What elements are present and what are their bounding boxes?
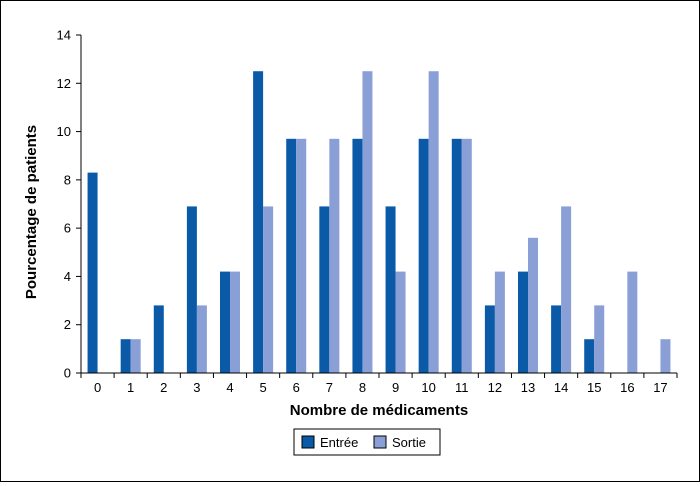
- x-tick-label: 7: [326, 380, 333, 395]
- bar-sortie-11: [461, 138, 472, 373]
- y-tick-label: 0: [64, 366, 71, 381]
- bar-sortie-12: [494, 271, 505, 373]
- x-tick-label: 12: [488, 380, 502, 395]
- y-tick-label: 2: [64, 317, 71, 332]
- x-tick-label: 11: [455, 380, 469, 395]
- bars: [87, 71, 671, 373]
- bar-entree-5: [253, 71, 264, 373]
- y-tick-label: 8: [64, 172, 71, 187]
- bar-entree-14: [551, 305, 562, 373]
- y-axis-ticks: 0 2 4 6 8 10 12 14: [57, 28, 81, 381]
- bar-entree-0: [87, 172, 98, 373]
- bar-sortie-5: [263, 206, 274, 373]
- x-tick-label: 9: [392, 380, 399, 395]
- bar-sortie-15: [594, 305, 605, 373]
- y-tick-label: 14: [57, 28, 71, 43]
- x-axis-title: Nombre de médicaments: [290, 402, 468, 419]
- x-tick-label: 0: [94, 380, 101, 395]
- y-tick-label: 4: [64, 269, 71, 284]
- x-tick-label: 3: [193, 380, 200, 395]
- bar-sortie-6: [296, 138, 307, 373]
- y-tick-label: 12: [57, 76, 71, 91]
- x-tick-label: 14: [554, 380, 568, 395]
- bar-sortie-10: [428, 71, 439, 373]
- x-axis-ticks: 0 1 2 3 4 5 6 7 8 9 10 11 12 13 14 15 16 17: [80, 373, 678, 395]
- legend-swatch-sortie: [373, 435, 387, 449]
- bar-entree-10: [418, 138, 429, 373]
- bar-sortie-9: [395, 271, 406, 373]
- x-tick-label: 16: [620, 380, 634, 395]
- bar-sortie-16: [627, 271, 638, 373]
- bar-entree-8: [352, 138, 363, 373]
- legend-swatch-entree: [301, 435, 315, 449]
- legend-label-sortie: Sortie: [392, 435, 426, 450]
- bar-entree-12: [484, 305, 495, 373]
- bar-entree-9: [385, 206, 396, 373]
- legend-box: [293, 428, 441, 456]
- y-tick-label: 6: [64, 221, 71, 236]
- bar-entree-3: [186, 206, 197, 373]
- y-axis-title: Pourcentage de patients: [23, 125, 40, 299]
- bar-sortie-13: [528, 237, 538, 373]
- bar-entree-13: [518, 271, 528, 373]
- x-tick-label: 17: [653, 380, 667, 395]
- bar-sortie-3: [196, 305, 207, 373]
- bar-sortie-14: [561, 206, 572, 373]
- bar-entree-4: [220, 271, 230, 373]
- x-tick-label: 10: [421, 380, 435, 395]
- bar-entree-6: [286, 138, 297, 373]
- x-tick-label: 5: [259, 380, 266, 395]
- x-tick-label: 8: [359, 380, 366, 395]
- y-tick-label: 10: [57, 124, 71, 139]
- x-tick-label: 2: [160, 380, 167, 395]
- x-tick-label: 15: [587, 380, 601, 395]
- bar-sortie-7: [329, 138, 340, 373]
- bar-sortie-8: [362, 71, 373, 373]
- bar-entree-15: [584, 339, 595, 373]
- legend-label-entree: Entrée: [320, 435, 358, 450]
- bar-sortie-17: [660, 339, 671, 373]
- x-tick-label: 4: [226, 380, 233, 395]
- bar-sortie-1: [130, 339, 141, 373]
- x-tick-label: 13: [521, 380, 535, 395]
- bar-entree-2: [153, 305, 164, 373]
- bar-sortie-4: [230, 271, 240, 373]
- bar-entree-1: [120, 339, 131, 373]
- bar-entree-11: [451, 138, 462, 373]
- x-tick-label: 1: [127, 380, 134, 395]
- bar-entree-7: [319, 206, 330, 373]
- legend: Entrée Sortie: [293, 428, 441, 456]
- x-tick-label: 6: [293, 380, 300, 395]
